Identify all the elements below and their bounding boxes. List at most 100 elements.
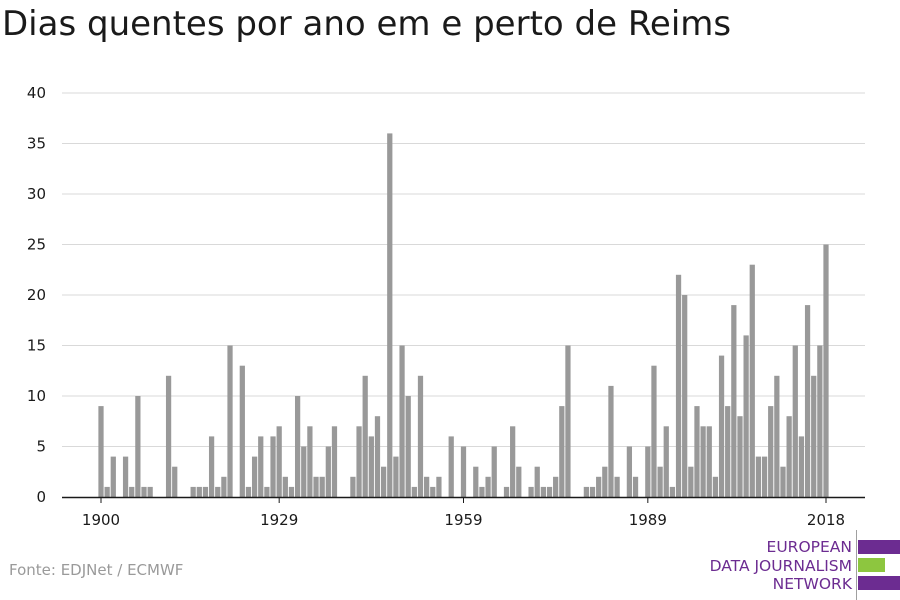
logo-bar-bottom <box>858 576 900 590</box>
bar <box>553 476 559 497</box>
bar <box>534 466 540 497</box>
bar <box>405 396 411 497</box>
bar <box>626 446 633 497</box>
bar <box>546 486 553 497</box>
bar <box>651 365 657 497</box>
x-tick-label: 1900 <box>82 511 120 529</box>
y-tick-label: 0 <box>36 488 46 506</box>
bar <box>301 446 307 497</box>
bar <box>755 456 762 497</box>
bar <box>675 274 682 497</box>
bar <box>448 436 454 497</box>
bar <box>141 486 147 497</box>
bar <box>479 486 485 497</box>
y-tick-label: 25 <box>27 236 46 254</box>
bar <box>424 476 430 497</box>
bar <box>98 406 104 497</box>
bar <box>221 476 227 497</box>
bar <box>282 476 288 497</box>
bar <box>227 345 233 497</box>
bar <box>718 355 725 497</box>
bar <box>374 416 381 497</box>
bar <box>417 375 424 497</box>
bar <box>362 375 368 497</box>
bar <box>251 456 258 497</box>
bar <box>264 486 270 497</box>
bar <box>706 426 712 497</box>
bar <box>460 446 467 497</box>
bar <box>319 476 325 497</box>
logo-bar-top <box>858 540 900 554</box>
bar <box>596 476 602 497</box>
bar <box>817 345 823 497</box>
edjnet-logo: EUROPEAN DATA JOURNALISM NETWORK <box>700 530 900 600</box>
bar <box>792 345 798 497</box>
bar <box>288 486 295 497</box>
bar <box>258 436 264 497</box>
bar <box>786 416 792 497</box>
bar <box>276 426 282 497</box>
y-tick-label: 5 <box>36 438 46 456</box>
bar <box>602 466 608 497</box>
bar <box>737 416 743 497</box>
bar <box>614 476 620 497</box>
bar <box>503 486 510 497</box>
bar <box>135 396 141 497</box>
bar <box>528 486 534 497</box>
bar <box>725 406 731 497</box>
bar <box>768 406 774 497</box>
bar <box>104 486 110 497</box>
x-tick-label: 1989 <box>629 511 667 529</box>
bar <box>202 486 209 497</box>
bar <box>350 476 356 497</box>
bar <box>110 456 116 497</box>
bar <box>307 426 313 497</box>
y-tick-label: 20 <box>27 286 46 304</box>
bar <box>657 466 663 497</box>
logo-line-2: DATA JOURNALISM <box>709 557 852 575</box>
bar <box>411 486 417 497</box>
logo-divider <box>856 530 857 600</box>
bar <box>387 133 393 497</box>
y-tick-label: 40 <box>27 84 46 102</box>
bar <box>608 385 614 497</box>
bar <box>473 466 479 497</box>
y-tick-label: 15 <box>27 337 46 355</box>
bar <box>780 466 786 497</box>
bar <box>774 375 780 497</box>
bar <box>761 456 768 497</box>
bar <box>208 436 215 497</box>
bar <box>147 486 153 497</box>
chart-title: Dias quentes por ano em e perto de Reims <box>2 4 732 44</box>
bar <box>823 244 829 497</box>
source-note: Fonte: EDJNet / ECMWF <box>9 561 184 579</box>
bar <box>589 486 596 497</box>
y-tick-label: 30 <box>27 185 46 203</box>
bar <box>559 406 565 497</box>
logo-bar-middle <box>858 558 885 572</box>
bar <box>325 446 331 497</box>
bar <box>811 375 817 497</box>
bar <box>294 396 301 497</box>
bar <box>239 365 245 497</box>
bar <box>356 426 362 497</box>
bar <box>645 446 651 497</box>
bar <box>663 426 669 497</box>
bar <box>165 375 172 497</box>
x-tick-label: 1959 <box>444 511 482 529</box>
bar <box>712 476 719 497</box>
bar <box>798 436 805 497</box>
bar <box>436 476 442 497</box>
bar <box>669 486 676 497</box>
y-tick-label: 10 <box>27 387 46 405</box>
bar <box>196 486 202 497</box>
bar <box>430 486 436 497</box>
bar <box>694 406 700 497</box>
bar <box>804 305 811 497</box>
bar <box>190 486 196 497</box>
bar <box>485 476 491 497</box>
bar <box>700 426 706 497</box>
bar <box>583 486 590 497</box>
bar <box>516 466 522 497</box>
bar <box>749 264 755 497</box>
